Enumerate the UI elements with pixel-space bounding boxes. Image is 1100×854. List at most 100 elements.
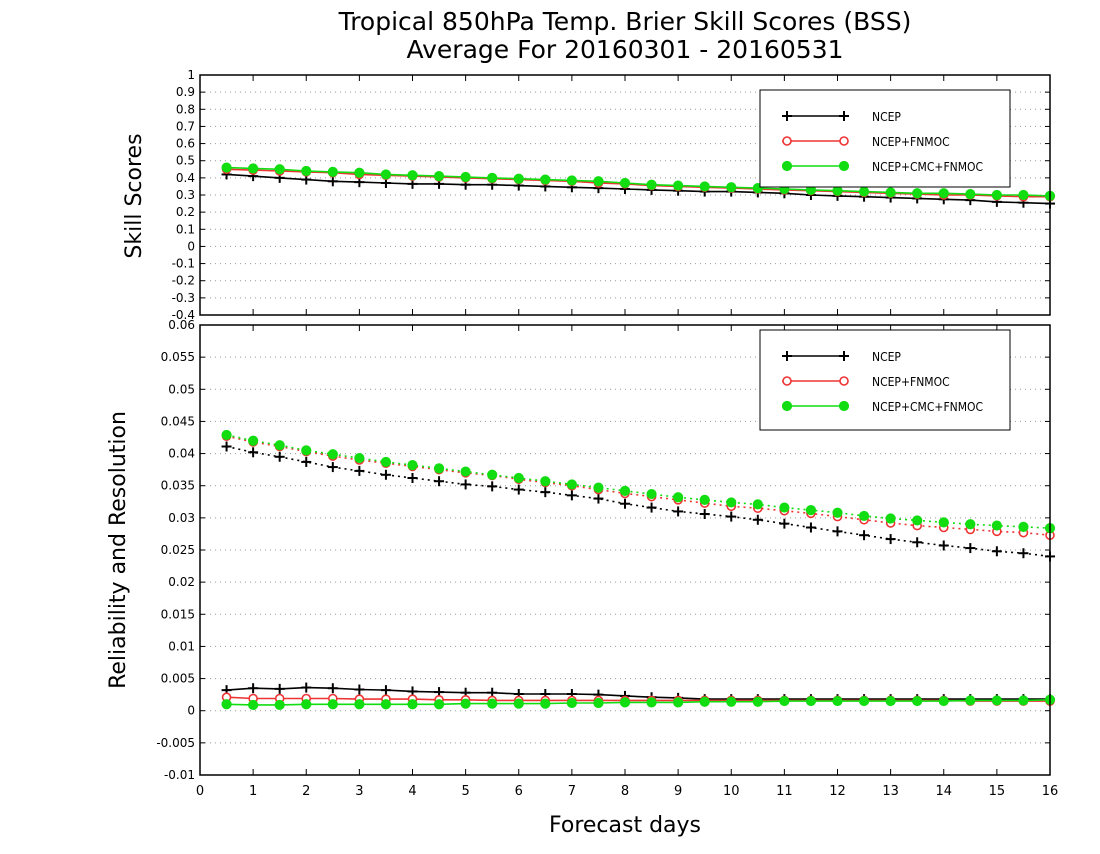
bottom-data-point bbox=[752, 696, 763, 707]
top-data-point bbox=[885, 187, 896, 198]
bottom-data-point bbox=[991, 520, 1002, 531]
bottom-legend-label: NCEP bbox=[872, 350, 901, 364]
x-tick-label: 5 bbox=[461, 784, 469, 799]
bottom-data-point bbox=[221, 699, 232, 710]
bottom-data-point bbox=[673, 492, 684, 503]
bottom-data-point bbox=[805, 505, 817, 516]
top-ytick-label: 1 bbox=[187, 68, 195, 82]
top-data-point bbox=[912, 188, 923, 199]
bottom-data-point bbox=[779, 502, 790, 513]
bottom-ytick-label: 0.03 bbox=[168, 511, 195, 525]
top-legend: NCEP NCEP+FNMOC NCEP+CMC+FNMOC bbox=[759, 89, 1011, 188]
bottom-legend-marker bbox=[839, 376, 849, 386]
top-legend-marker bbox=[839, 111, 849, 121]
bottom-legend-marker bbox=[839, 351, 849, 361]
bottom-data-point bbox=[805, 695, 817, 707]
bottom-data-point bbox=[354, 684, 365, 695]
bottom-data-point bbox=[673, 697, 684, 708]
bottom-data-point bbox=[779, 518, 790, 529]
bottom-data-point bbox=[832, 526, 843, 537]
bottom-data-point bbox=[885, 534, 896, 545]
bottom-legend-marker bbox=[838, 400, 850, 412]
bottom-data-point bbox=[673, 506, 684, 517]
bottom-data-point bbox=[885, 695, 896, 707]
bottom-data-point bbox=[221, 429, 232, 441]
top-ytick-label: 0.1 bbox=[176, 222, 195, 236]
x-tick-label: 16 bbox=[1042, 784, 1059, 799]
bottom-data-point bbox=[354, 465, 365, 476]
x-axis-label: Forecast days bbox=[549, 813, 701, 838]
top-legend-marker bbox=[781, 160, 793, 172]
bottom-data-point bbox=[487, 469, 498, 480]
bottom-data-point bbox=[407, 460, 418, 471]
bottom-data-point bbox=[699, 509, 710, 519]
bottom-data-point bbox=[726, 511, 737, 522]
top-legend-label: NCEP bbox=[872, 110, 901, 124]
x-tick-label: 15 bbox=[989, 784, 1006, 799]
top-data-point bbox=[593, 176, 604, 187]
top-data-point bbox=[433, 171, 445, 182]
bottom-data-point bbox=[938, 695, 949, 707]
bottom-ytick-label: 0.035 bbox=[161, 479, 195, 493]
bottom-data-point bbox=[1018, 521, 1029, 532]
bottom-data-point bbox=[487, 698, 498, 709]
bottom-data-point bbox=[327, 449, 338, 460]
bottom-data-point bbox=[566, 479, 577, 490]
top-data-point bbox=[327, 166, 338, 177]
bottom-data-point bbox=[274, 699, 285, 711]
bottom-series-markers-0 bbox=[221, 441, 1055, 562]
bottom-data-point bbox=[620, 498, 630, 509]
bottom-data-point bbox=[540, 487, 551, 498]
x-tick-label: 2 bbox=[302, 784, 310, 799]
bottom-data-point bbox=[965, 519, 976, 530]
bottom-data-point bbox=[938, 517, 949, 528]
bottom-data-point bbox=[726, 497, 737, 508]
bottom-data-point bbox=[380, 456, 392, 468]
bottom-data-point bbox=[858, 695, 870, 707]
top-data-point bbox=[991, 189, 1002, 201]
bottom-data-point bbox=[593, 697, 604, 709]
x-tick-label: 9 bbox=[674, 784, 682, 799]
top-data-point bbox=[487, 172, 498, 183]
bottom-ytick-label: -0.005 bbox=[156, 736, 195, 750]
bottom-data-point bbox=[301, 456, 312, 467]
x-tick-label: 10 bbox=[723, 784, 740, 799]
top-data-point bbox=[513, 173, 524, 184]
bottom-data-point bbox=[513, 484, 524, 495]
bottom-data-point bbox=[380, 699, 392, 710]
top-data-point bbox=[699, 181, 710, 192]
bottom-data-point bbox=[805, 522, 816, 533]
bottom-data-point bbox=[912, 537, 923, 548]
top-ytick-label: -0.2 bbox=[172, 274, 195, 288]
top-ytick-label: 0.5 bbox=[176, 154, 195, 168]
bottom-data-point bbox=[301, 682, 312, 693]
bottom-data-point bbox=[407, 699, 418, 710]
top-data-point bbox=[619, 177, 631, 189]
bottom-data-point bbox=[752, 499, 763, 510]
x-tick-label: 11 bbox=[776, 784, 793, 799]
bottom-data-point bbox=[327, 683, 338, 694]
bottom-data-point bbox=[460, 466, 471, 477]
bottom-panel-ylabel: Reliability and Resolution bbox=[106, 411, 131, 689]
top-data-point bbox=[407, 170, 418, 181]
bottom-data-point bbox=[301, 699, 312, 710]
bottom-data-point bbox=[354, 699, 365, 710]
top-plot-frame bbox=[199, 74, 1051, 316]
bottom-data-point bbox=[460, 479, 471, 490]
bottom-data-point bbox=[274, 683, 285, 694]
bottom-data-point bbox=[593, 493, 604, 504]
top-ytick-label: 0.8 bbox=[176, 102, 195, 116]
top-ytick-label: 0 bbox=[187, 239, 195, 253]
bottom-series-markers-5 bbox=[221, 694, 1056, 711]
bottom-series-markers-2 bbox=[221, 429, 1056, 534]
bottom-ytick-label: 0.01 bbox=[168, 639, 195, 653]
top-ytick-label: 0.2 bbox=[176, 205, 195, 219]
bottom-data-point bbox=[832, 695, 843, 707]
bottom-ytick-label: 0.055 bbox=[161, 350, 195, 364]
bottom-ytick-label: 0.06 bbox=[168, 318, 195, 332]
top-data-point bbox=[965, 189, 976, 200]
top-data-point bbox=[460, 171, 471, 183]
bottom-legend-label: NCEP+FNMOC bbox=[872, 375, 950, 389]
